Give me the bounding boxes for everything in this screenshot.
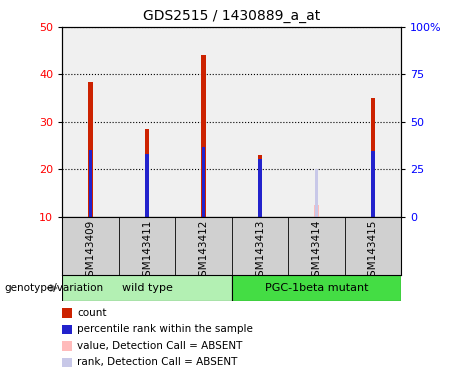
Bar	[145, 129, 149, 217]
Bar	[88, 81, 93, 217]
Bar	[371, 98, 375, 217]
Text: GSM143412: GSM143412	[198, 220, 208, 283]
Bar	[315, 169, 318, 217]
Bar	[258, 159, 261, 217]
Text: GSM143415: GSM143415	[368, 220, 378, 283]
Bar	[89, 151, 92, 217]
Bar	[145, 154, 148, 217]
Bar	[62, 275, 231, 301]
Text: percentile rank within the sample: percentile rank within the sample	[77, 324, 253, 334]
Text: GSM143411: GSM143411	[142, 220, 152, 283]
Text: rank, Detection Call = ABSENT: rank, Detection Call = ABSENT	[77, 358, 237, 367]
Text: wild type: wild type	[122, 283, 172, 293]
Title: GDS2515 / 1430889_a_at: GDS2515 / 1430889_a_at	[143, 9, 320, 23]
Bar	[201, 55, 206, 217]
Text: GSM143413: GSM143413	[255, 220, 265, 283]
Text: GSM143409: GSM143409	[85, 220, 95, 283]
Text: genotype/variation: genotype/variation	[5, 283, 104, 293]
Text: GSM143414: GSM143414	[311, 220, 321, 283]
Bar	[314, 205, 319, 217]
Bar	[371, 151, 374, 217]
Bar	[231, 275, 401, 301]
Text: PGC-1beta mutant: PGC-1beta mutant	[265, 283, 368, 293]
Text: value, Detection Call = ABSENT: value, Detection Call = ABSENT	[77, 341, 242, 351]
Text: count: count	[77, 308, 106, 318]
Bar	[258, 155, 262, 217]
Bar	[202, 147, 205, 217]
